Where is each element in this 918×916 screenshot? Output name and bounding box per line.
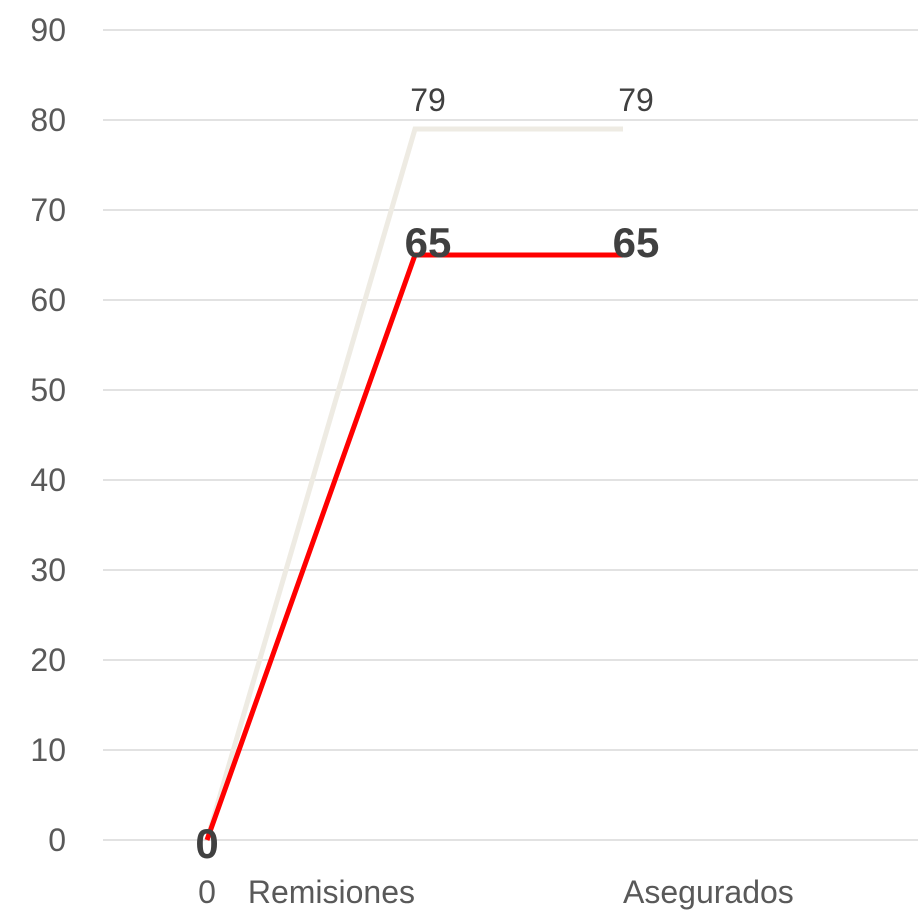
y-tick-label: 20 <box>30 642 66 678</box>
data-label: 79 <box>410 82 446 118</box>
y-axis-tick-labels: 0 10 20 30 40 50 60 70 80 90 <box>30 12 66 858</box>
y-tick-label: 40 <box>30 462 66 498</box>
y-tick-label: 0 <box>48 822 66 858</box>
y-tick-label: 80 <box>30 102 66 138</box>
x-category-label: 0 <box>198 874 216 910</box>
y-tick-label: 10 <box>30 732 66 768</box>
x-category-label: Remisiones <box>248 874 415 910</box>
data-label: 0 <box>195 820 218 867</box>
series-1-line <box>204 252 623 841</box>
y-tick-label: 60 <box>30 282 66 318</box>
data-label: 79 <box>618 82 654 118</box>
x-axis-category-labels: 0 Remisiones Asegurados <box>198 874 794 910</box>
x-category-label: Asegurados <box>623 874 794 910</box>
data-labels: 79 79 0 65 65 <box>195 82 659 867</box>
y-tick-label: 90 <box>30 12 66 48</box>
y-tick-label: 50 <box>30 372 66 408</box>
gridlines <box>103 29 918 841</box>
data-label: 65 <box>613 219 660 266</box>
data-label: 65 <box>405 219 452 266</box>
y-tick-label: 30 <box>30 552 66 588</box>
series-lines <box>204 126 624 841</box>
y-tick-label: 70 <box>30 192 66 228</box>
